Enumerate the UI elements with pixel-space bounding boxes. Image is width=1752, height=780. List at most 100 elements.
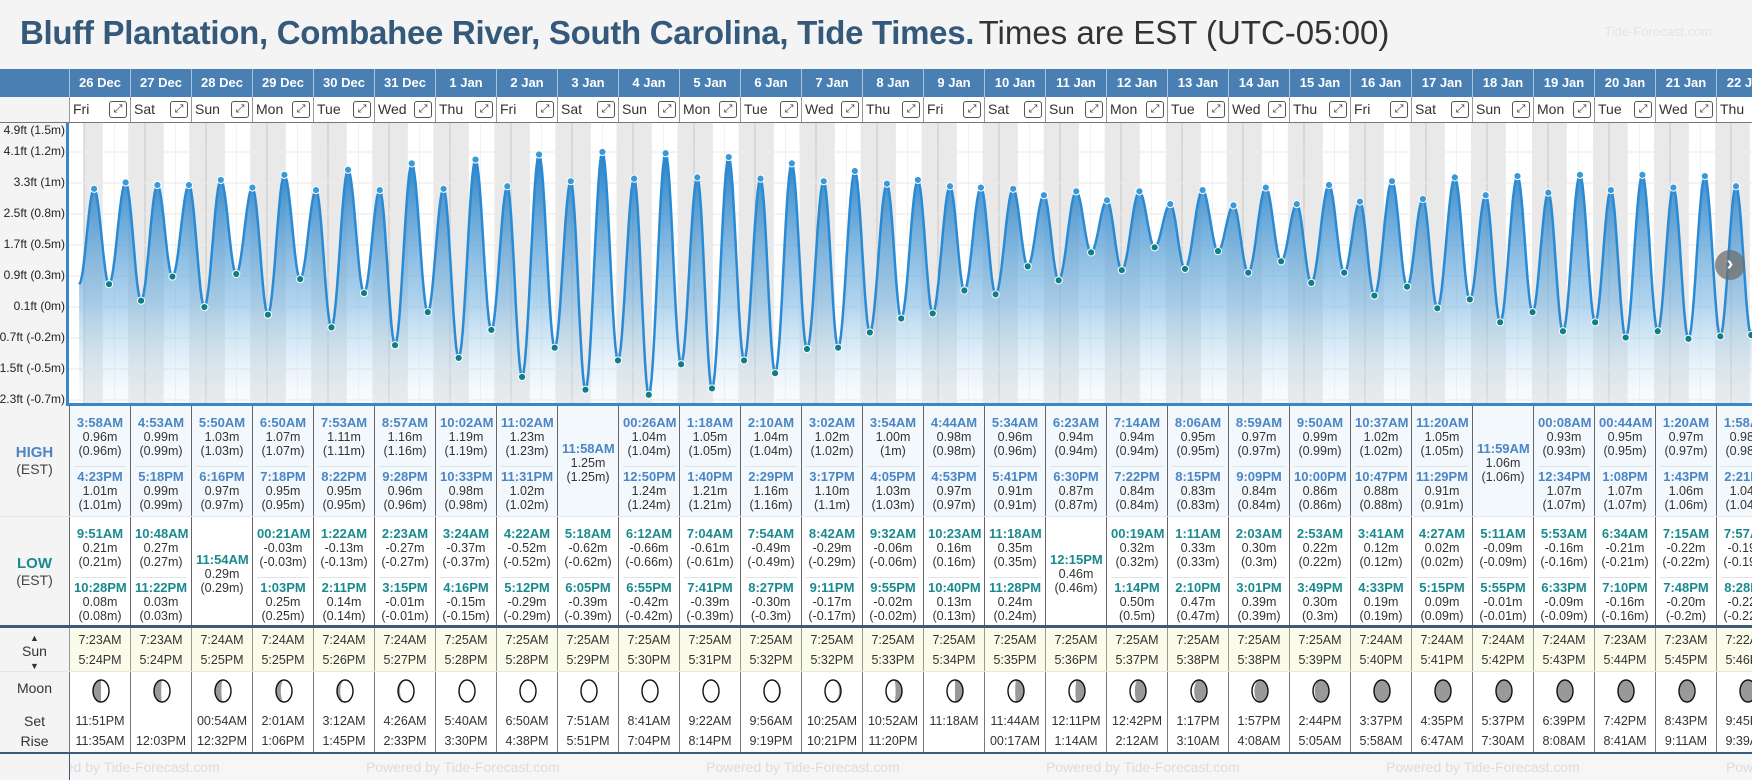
low-tide-height-alt: (0.5m) bbox=[1118, 609, 1156, 623]
low-tide-point bbox=[263, 310, 272, 319]
expand-day-icon[interactable]: ⤢ bbox=[414, 101, 432, 118]
expand-day-icon[interactable]: ⤢ bbox=[536, 101, 554, 118]
expand-day-icon[interactable]: ⤢ bbox=[353, 101, 371, 118]
expand-day-icon[interactable]: ⤢ bbox=[1268, 101, 1286, 118]
expand-day-icon[interactable]: ⤢ bbox=[231, 101, 249, 118]
expand-day-icon[interactable]: ⤢ bbox=[1634, 101, 1652, 118]
expand-day-icon[interactable]: ⤢ bbox=[1512, 101, 1530, 118]
low-tide-point bbox=[707, 384, 717, 393]
low-tide-entry: 1:03PM 0.25m (0.25m) bbox=[257, 577, 309, 623]
high-tide-entry: 1:08PM 1.07m (1.07m) bbox=[1599, 466, 1651, 512]
weekday-cell: Wed ⤢ bbox=[1228, 97, 1289, 122]
high-tide-time: 4:53PM bbox=[931, 469, 977, 484]
expand-day-icon[interactable]: ⤢ bbox=[1451, 101, 1469, 118]
moonset-time: 11:44AM bbox=[990, 714, 1040, 728]
moonrise-time: 7:04PM bbox=[627, 734, 671, 748]
high-tide-height-alt: (1.04m) bbox=[627, 444, 671, 458]
low-tide-entry: 7:04AM -0.61m (-0.61m) bbox=[684, 527, 736, 570]
moon-phase-icon bbox=[397, 679, 415, 703]
moonset-time: 4:26AM bbox=[383, 714, 427, 728]
high-tide-height-alt: (0.99m) bbox=[139, 444, 183, 458]
high-tide-height-alt: (0.84m) bbox=[1115, 498, 1159, 512]
date-label: 21 Jan bbox=[1665, 75, 1707, 90]
low-tide-point bbox=[644, 390, 653, 399]
expand-day-icon[interactable]: ⤢ bbox=[1573, 101, 1591, 118]
high-tide-point bbox=[1324, 180, 1334, 190]
low-tide-height-alt: (-0.39m) bbox=[564, 609, 612, 623]
high-tide-point bbox=[819, 177, 828, 186]
low-tide-time: 12:15PM bbox=[1050, 552, 1103, 567]
low-tide-entry: 5:53AM -0.16m (-0.16m) bbox=[1538, 527, 1590, 570]
expand-day-icon[interactable]: ⤢ bbox=[475, 101, 493, 118]
date-header: 5 Jan bbox=[679, 69, 740, 97]
expand-day-icon[interactable]: ⤢ bbox=[1207, 101, 1225, 118]
low-tide-height-alt: (-0.16m) bbox=[1540, 555, 1588, 569]
expand-day-icon[interactable]: ⤢ bbox=[1146, 101, 1164, 118]
moon-phase-icon bbox=[1251, 679, 1269, 703]
expand-day-icon[interactable]: ⤢ bbox=[597, 101, 615, 118]
expand-day-icon[interactable]: ⤢ bbox=[719, 101, 737, 118]
high-tide-point bbox=[1450, 173, 1459, 182]
date-header: 4 Jan bbox=[618, 69, 679, 97]
high-tide-time: 8:57AM bbox=[381, 415, 429, 430]
y-axis-label: 4.9ft (1.5m) bbox=[3, 123, 65, 137]
high-tide-time: 10:00PM bbox=[1294, 469, 1347, 484]
moonrise-time: 12:32PM bbox=[196, 734, 248, 748]
moonrise-label: Rise bbox=[20, 733, 49, 749]
date-label: 14 Jan bbox=[1238, 75, 1280, 90]
low-tide-point bbox=[423, 308, 432, 317]
moon-cell: 00:54AM 12:32PM bbox=[191, 672, 252, 752]
low-tide-point bbox=[834, 343, 843, 352]
low-tide-height-alt: (-0.01m) bbox=[1479, 609, 1527, 623]
low-tide-entry: 6:12AM -0.66m (-0.66m) bbox=[623, 527, 675, 570]
low-tide-height-alt: (0.19m) bbox=[1359, 609, 1403, 623]
high-tide-time: 1:40PM bbox=[687, 469, 733, 484]
expand-day-icon[interactable]: ⤢ bbox=[109, 101, 127, 118]
sun-row: ▲ Sun ▼ 7:23AM 5:24PM 7:23AM 5:24PM 7:24AM 5:25… bbox=[0, 628, 1752, 672]
moonset-time: 6:50AM bbox=[505, 714, 549, 728]
high-tide-height-alt: (1.01m) bbox=[78, 498, 122, 512]
expand-day-icon[interactable]: ⤢ bbox=[1390, 101, 1408, 118]
expand-day-icon[interactable]: ⤢ bbox=[841, 101, 859, 118]
low-tide-cell: 7:57AM-0.19m(-0.19m) 8:28PM-0.22m(-0.22m) bbox=[1716, 517, 1752, 625]
high-tide-height: 0.96m bbox=[82, 430, 118, 444]
high-tide-time: 10:47PM bbox=[1355, 469, 1408, 484]
sunset-arrow-icon: ▼ bbox=[30, 661, 39, 671]
sun-cell: 7:25AM 5:28PM bbox=[435, 628, 496, 671]
expand-day-icon[interactable]: ⤢ bbox=[658, 101, 676, 118]
low-tide-height: -0.49m bbox=[751, 541, 791, 555]
low-tide-height: 0.09m bbox=[1424, 595, 1460, 609]
moon-phase-icon bbox=[1617, 679, 1635, 703]
next-days-button[interactable]: › bbox=[1715, 250, 1745, 280]
sunset-time: 5:31PM bbox=[688, 653, 732, 667]
low-tide-height: -0.29m bbox=[507, 595, 547, 609]
low-tide-height: -0.66m bbox=[629, 541, 669, 555]
moon-cell: 2:01AM 1:06PM bbox=[252, 672, 313, 752]
high-tide-time: 7:18PM bbox=[260, 469, 306, 484]
sun-cell: 7:25AM 5:30PM bbox=[618, 628, 679, 671]
moonset-time: 3:12AM bbox=[322, 714, 366, 728]
high-tide-cell: 4:53AM 0.99m (0.99m) 5:18PM 0.99m (0.99m) bbox=[130, 406, 191, 516]
high-tide-height: 0.95m bbox=[1607, 430, 1643, 444]
expand-day-icon[interactable]: ⤢ bbox=[1085, 101, 1103, 118]
expand-day-icon[interactable]: ⤢ bbox=[1329, 101, 1347, 118]
low-tide-height-alt: (-0.01m) bbox=[381, 609, 429, 623]
sun-cell: 7:25AM 5:31PM bbox=[679, 628, 740, 671]
low-tide-height: 0.21m bbox=[82, 541, 118, 555]
expand-day-icon[interactable]: ⤢ bbox=[170, 101, 188, 118]
low-tide-entry: 11:28PM 0.24m (0.24m) bbox=[989, 577, 1041, 623]
low-tide-height-alt: (0.13m) bbox=[932, 609, 976, 623]
high-tide-height: 1.01m bbox=[82, 484, 118, 498]
high-tide-entry: 5:18PM 0.99m (0.99m) bbox=[135, 466, 187, 512]
expand-day-icon[interactable]: ⤢ bbox=[1024, 101, 1042, 118]
expand-day-icon[interactable]: ⤢ bbox=[292, 101, 310, 118]
date-header: 14 Jan bbox=[1228, 69, 1289, 97]
sunset-time: 5:25PM bbox=[200, 653, 244, 667]
high-tide-height-alt: (0.95m) bbox=[1176, 444, 1220, 458]
expand-day-icon[interactable]: ⤢ bbox=[902, 101, 920, 118]
expand-day-icon[interactable]: ⤢ bbox=[963, 101, 981, 118]
expand-day-icon[interactable]: ⤢ bbox=[1695, 101, 1713, 118]
low-tide-point bbox=[1117, 266, 1126, 275]
high-tide-height-alt: (0.98m) bbox=[444, 498, 488, 512]
expand-day-icon[interactable]: ⤢ bbox=[780, 101, 798, 118]
